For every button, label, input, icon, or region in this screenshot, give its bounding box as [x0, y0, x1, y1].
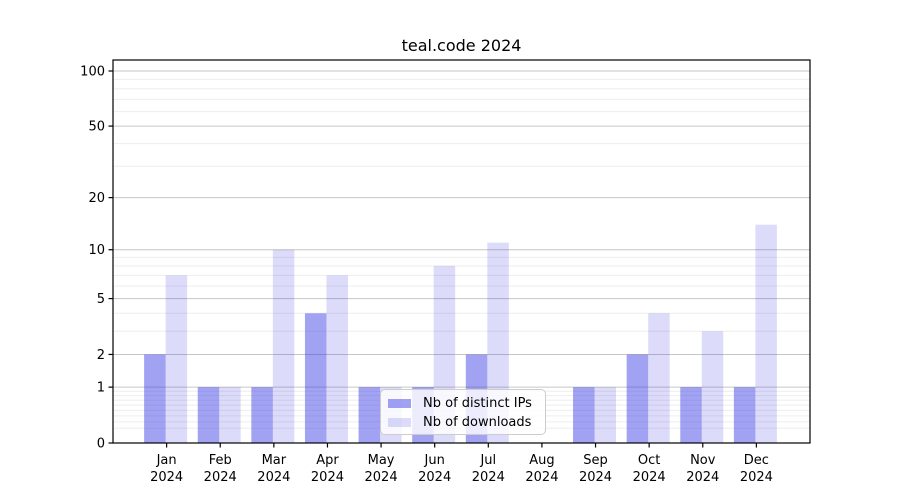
bar-nb-of-downloads-mar: [272, 249, 295, 443]
bar-nb-of-distinct-ips-may: [358, 387, 381, 443]
y-tick-label-20: 20: [88, 191, 105, 206]
x-tick-label-sep: Sep: [583, 453, 608, 468]
x-tick-label-nov: Nov: [690, 453, 716, 468]
bar-nb-of-downloads-oct: [648, 313, 670, 443]
bar-nb-of-distinct-ips-dec: [733, 387, 756, 443]
x-tick-label-jan: Jan: [156, 453, 177, 468]
y-tick-label-5: 5: [97, 292, 105, 307]
bar-nb-of-distinct-ips-apr: [304, 313, 327, 443]
plot-border: [112, 59, 811, 444]
x-tick-sublabel-dec: 2024: [740, 470, 773, 485]
x-tick-sublabel-aug: 2024: [525, 470, 558, 485]
x-tick-label-apr: Apr: [316, 453, 339, 468]
bar-nb-of-distinct-ips-feb: [197, 387, 220, 443]
x-tick-sublabel-apr: 2024: [311, 470, 344, 485]
y-tick-label-50: 50: [88, 120, 105, 135]
x-tick-sublabel-jun: 2024: [418, 470, 451, 485]
x-tick-sublabel-oct: 2024: [633, 470, 666, 485]
legend-label-distinct-ips: Nb of distinct IPs: [423, 396, 532, 411]
x-tick-label-aug: Aug: [529, 453, 554, 468]
x-tick-sublabel-jan: 2024: [150, 470, 183, 485]
bar-nb-of-downloads-feb: [219, 387, 241, 443]
x-tick-sublabel-feb: 2024: [204, 470, 237, 485]
bar-nb-of-distinct-ips-mar: [251, 387, 273, 443]
y-tick-label-0: 0: [97, 437, 105, 452]
x-tick-label-jul: Jul: [479, 453, 496, 468]
x-tick-label-dec: Dec: [744, 453, 769, 468]
x-tick-sublabel-jul: 2024: [472, 470, 505, 485]
bar-nb-of-distinct-ips-jan: [144, 354, 166, 443]
legend-label-downloads: Nb of downloads: [423, 415, 532, 430]
bar-nb-of-downloads-sep: [594, 387, 617, 443]
legend-item-downloads: Nb of downloads: [388, 413, 545, 432]
y-tick-label-10: 10: [88, 243, 105, 258]
x-tick-sublabel-may: 2024: [365, 470, 398, 485]
bar-nb-of-downloads-apr: [326, 275, 348, 443]
y-tick-label-2: 2: [97, 348, 105, 363]
x-tick-label-mar: Mar: [262, 453, 287, 468]
x-tick-sublabel-sep: 2024: [579, 470, 612, 485]
legend-item-distinct-ips: Nb of distinct IPs: [388, 394, 545, 413]
bar-nb-of-distinct-ips-oct: [626, 354, 649, 443]
y-tick-label-1: 1: [97, 381, 105, 396]
x-tick-label-may: May: [368, 453, 395, 468]
x-tick-label-jun: Jun: [424, 453, 445, 468]
bar-nb-of-downloads-jan: [165, 275, 188, 443]
x-tick-sublabel-nov: 2024: [686, 470, 719, 485]
legend: Nb of distinct IPs Nb of downloads: [380, 389, 546, 435]
chart-title: teal.code 2024: [401, 36, 522, 55]
bar-nb-of-distinct-ips-nov: [680, 387, 702, 443]
y-tick-label-100: 100: [80, 64, 105, 79]
legend-swatch-distinct-ips: [388, 399, 411, 408]
x-tick-label-oct: Oct: [638, 453, 660, 468]
x-tick-sublabel-mar: 2024: [257, 470, 290, 485]
legend-swatch-downloads: [388, 418, 411, 427]
bar-nb-of-downloads-nov: [701, 331, 724, 443]
bar-nb-of-distinct-ips-sep: [573, 387, 595, 443]
bar-nb-of-downloads-dec: [755, 224, 777, 443]
x-tick-label-feb: Feb: [209, 453, 232, 468]
